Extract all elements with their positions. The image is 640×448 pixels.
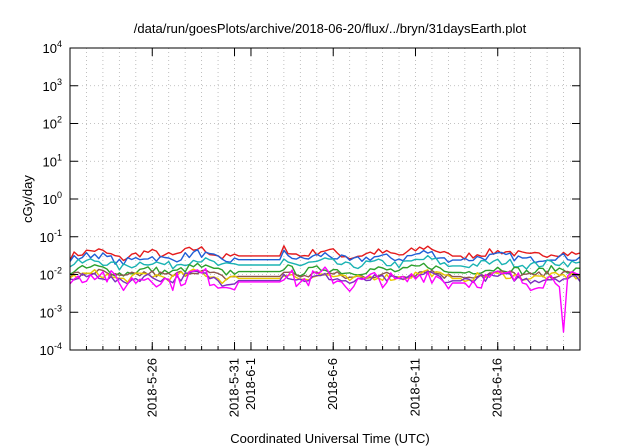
y-axis: 10-4 10-3 10-2 10-1 100 101 102 103 104 bbox=[40, 39, 580, 358]
y-tick-label: 100 bbox=[43, 190, 62, 207]
y-tick-label: 104 bbox=[43, 39, 62, 56]
x-tick-label: 2018-6-1 bbox=[243, 358, 258, 410]
y-axis-label: cGy/day bbox=[20, 175, 35, 223]
x-tick-label: 2018-6-11 bbox=[407, 358, 422, 416]
series-group bbox=[69, 245, 581, 333]
series-line-8 bbox=[69, 266, 581, 333]
series-line-7 bbox=[69, 270, 581, 287]
x-tick-label: 2018-5-31 bbox=[227, 358, 242, 417]
y-tick-label: 10-4 bbox=[40, 341, 62, 358]
chart-title: /data/run/goesPlots/archive/2018-06-20/f… bbox=[134, 21, 527, 36]
y-tick-label: 103 bbox=[43, 77, 62, 94]
x-tick-label: 2018-5-26 bbox=[144, 358, 159, 417]
x-tick-label: 2018-6-6 bbox=[325, 358, 340, 410]
x-tick-label: 2018-6-16 bbox=[490, 358, 505, 417]
x-axis: 2018-5-26 2018-5-31 2018-6-1 2018-6-6 2018-6… bbox=[85, 48, 565, 417]
series-line-4 bbox=[69, 262, 581, 277]
series-line-3 bbox=[69, 254, 581, 271]
x-axis-label: Coordinated Universal Time (UTC) bbox=[230, 431, 429, 446]
y-tick-label: 102 bbox=[43, 115, 62, 132]
y-tick-label: 101 bbox=[43, 152, 62, 169]
y-tick-label: 10-3 bbox=[40, 303, 62, 320]
y-tick-label: 10-1 bbox=[40, 228, 62, 245]
series-line-2 bbox=[69, 248, 581, 266]
grid-lines bbox=[70, 48, 580, 350]
y-tick-label: 10-2 bbox=[40, 266, 62, 283]
